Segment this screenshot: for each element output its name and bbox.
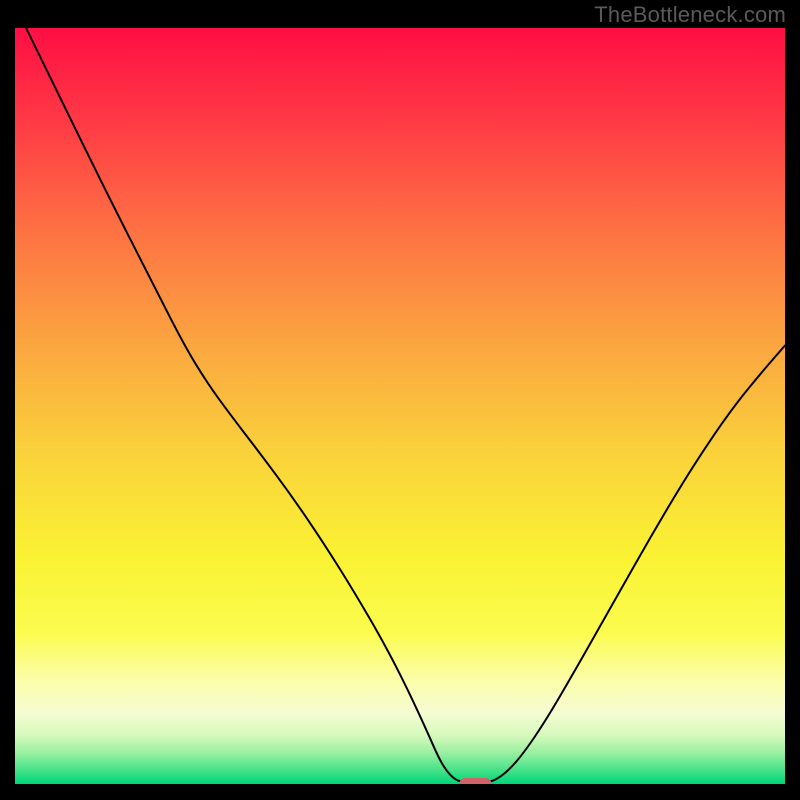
watermark-text: TheBottleneck.com [594,2,786,28]
plot-area [15,28,785,784]
chart-svg [15,28,785,784]
optimum-marker [459,778,491,784]
chart-background [15,28,785,784]
